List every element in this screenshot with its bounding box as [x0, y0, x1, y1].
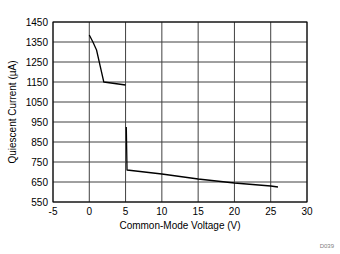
y-tick-label: 1250	[26, 57, 49, 68]
y-tick-label: 1450	[26, 17, 49, 28]
y-tick-label: 1350	[26, 37, 49, 48]
x-axis-label: Common-Mode Voltage (V)	[119, 220, 240, 231]
y-tick-label: 850	[31, 137, 48, 148]
x-tick-label: 5	[123, 206, 129, 217]
y-axis-label: Quiescent Current (µA)	[7, 60, 18, 163]
y-tick-label: 550	[31, 197, 48, 208]
y-grid-line	[53, 42, 307, 43]
y-tick-label: 1150	[26, 77, 48, 88]
x-tick-label: 15	[193, 206, 205, 217]
plot-frame	[53, 22, 307, 202]
x-tick-label: 25	[265, 206, 277, 217]
x-grid-line	[161, 22, 162, 202]
y-grid-line	[53, 62, 307, 63]
y-tick-label: 950	[31, 117, 48, 128]
x-tick-label: -5	[49, 206, 58, 217]
x-tick-label: 10	[156, 206, 168, 217]
x-grid-line	[270, 22, 271, 202]
x-tick-label: 30	[301, 206, 313, 217]
y-tick-label: 650	[31, 177, 48, 188]
x-grid-line	[198, 22, 199, 202]
y-grid-line	[53, 182, 307, 183]
x-grid-line	[89, 22, 90, 202]
series-line	[89, 35, 278, 187]
y-tick-label: 750	[31, 157, 48, 168]
y-tick-label: 1050	[26, 97, 49, 108]
x-grid-line	[125, 22, 126, 202]
y-grid-line	[53, 122, 307, 123]
annotation: D039	[320, 243, 335, 249]
plot-area	[89, 35, 278, 187]
chart: -5 0 5 10 15 20 25 30 550 650 750 850 950 1050 1150 125…	[0, 0, 340, 254]
x-tick-label: 0	[87, 206, 93, 217]
x-tick-label: 20	[229, 206, 241, 217]
y-grid-line	[53, 102, 307, 103]
x-grid-line	[234, 22, 235, 202]
y-grid-line	[53, 142, 307, 143]
y-grid-line	[53, 162, 307, 163]
y-grid-line	[53, 82, 307, 83]
